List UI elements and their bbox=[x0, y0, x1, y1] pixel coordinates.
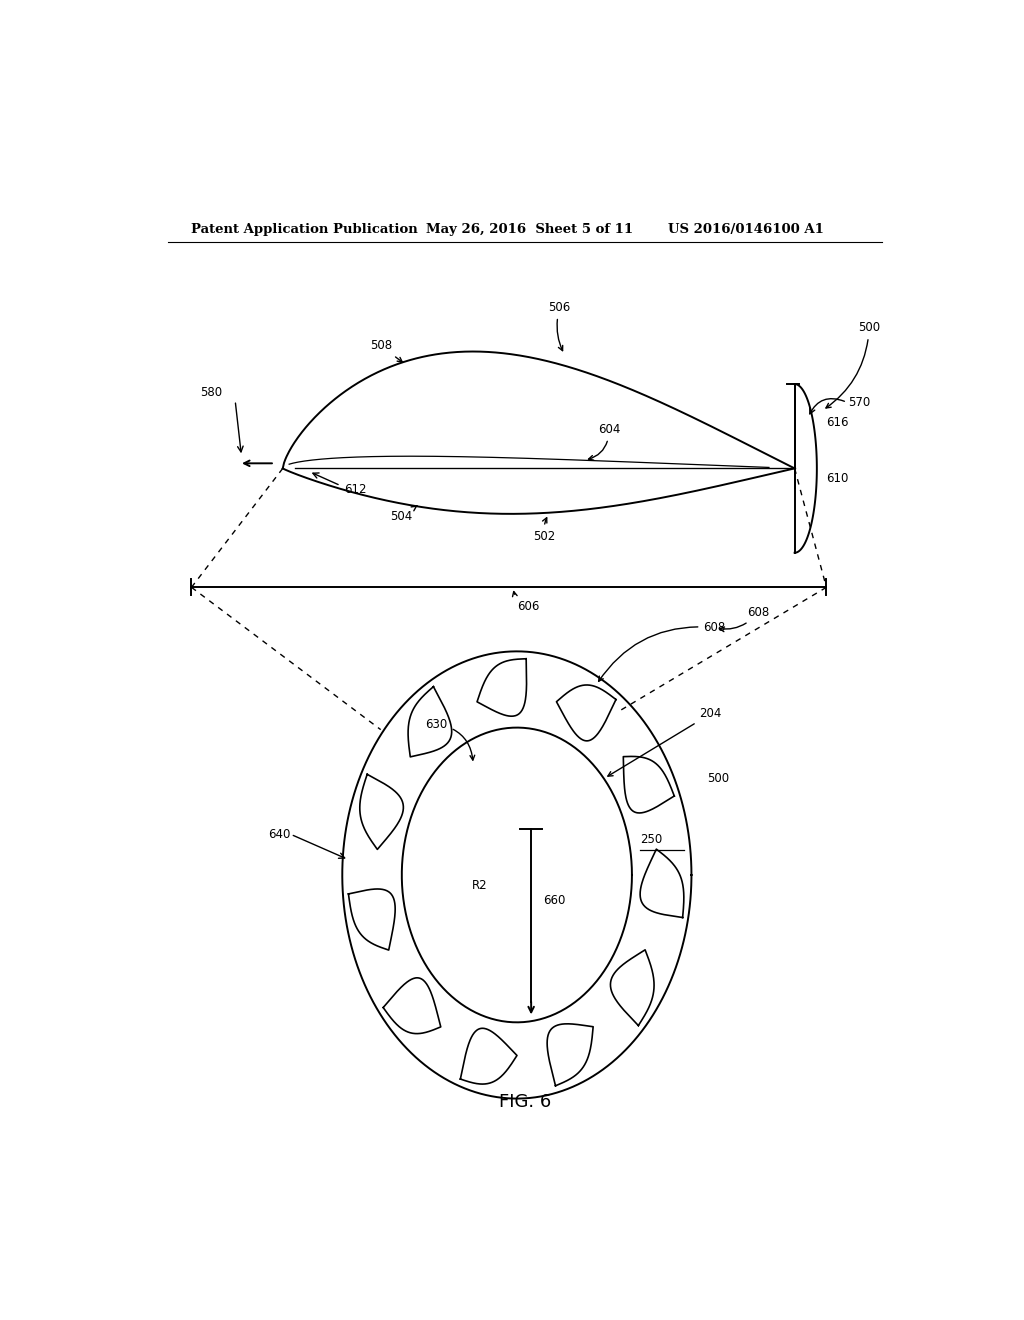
Text: 250: 250 bbox=[640, 833, 663, 846]
Text: 504: 504 bbox=[390, 506, 417, 523]
Text: 608: 608 bbox=[599, 620, 726, 681]
Text: 612: 612 bbox=[344, 483, 367, 496]
Text: 608: 608 bbox=[720, 606, 769, 632]
Text: 640: 640 bbox=[268, 828, 291, 841]
Text: 502: 502 bbox=[532, 517, 555, 543]
Text: 500: 500 bbox=[826, 321, 881, 408]
Text: 570: 570 bbox=[849, 396, 870, 409]
Text: 508: 508 bbox=[370, 339, 402, 362]
Text: US 2016/0146100 A1: US 2016/0146100 A1 bbox=[668, 223, 823, 236]
Text: 606: 606 bbox=[513, 591, 540, 612]
Text: 580: 580 bbox=[201, 385, 222, 399]
Text: May 26, 2016  Sheet 5 of 11: May 26, 2016 Sheet 5 of 11 bbox=[426, 223, 633, 236]
Text: 610: 610 bbox=[826, 473, 849, 484]
Text: 204: 204 bbox=[608, 708, 722, 776]
Text: 500: 500 bbox=[708, 772, 729, 785]
Text: Patent Application Publication: Patent Application Publication bbox=[191, 223, 418, 236]
Text: FIG. 6: FIG. 6 bbox=[499, 1093, 551, 1110]
Text: R2: R2 bbox=[472, 879, 487, 891]
Text: 616: 616 bbox=[826, 416, 849, 429]
Text: 630: 630 bbox=[426, 718, 475, 760]
Text: 604: 604 bbox=[589, 422, 621, 461]
Text: 506: 506 bbox=[549, 301, 570, 351]
Text: 660: 660 bbox=[543, 894, 565, 907]
